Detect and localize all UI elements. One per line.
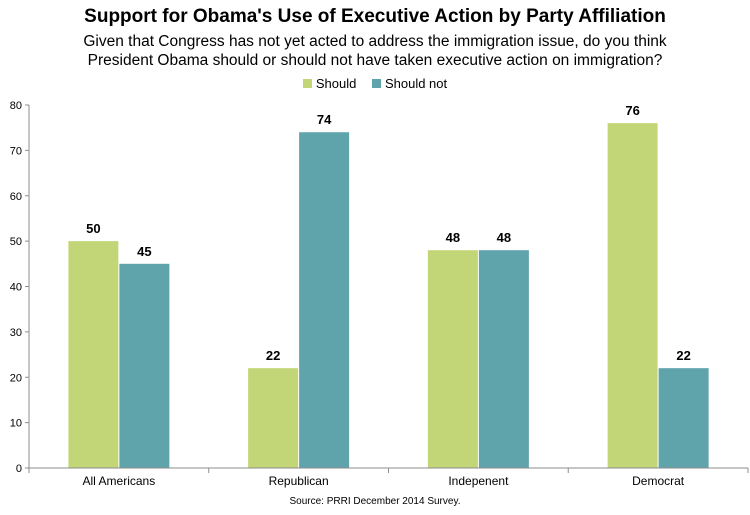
y-tick-label: 80	[10, 100, 22, 112]
bar-should-not	[119, 263, 170, 468]
y-tick-label: 40	[10, 282, 22, 294]
x-category-label: Indepenent	[448, 474, 509, 488]
y-tick-label: 50	[10, 236, 22, 248]
data-label-should-not: 22	[676, 348, 690, 363]
x-category-label: Democrat	[632, 474, 685, 488]
bar-should-not	[478, 250, 529, 468]
legend-swatch-should-not	[371, 79, 381, 88]
legend-item-should: Should	[302, 76, 357, 91]
legend-swatch-should	[302, 79, 312, 88]
data-label-should: 48	[446, 230, 460, 245]
chart-subtitle: Given that Congress has not yet acted to…	[0, 32, 750, 70]
x-category-label: Republican	[269, 474, 329, 488]
data-label-should-not: 74	[317, 112, 332, 127]
bar-should	[427, 250, 478, 468]
data-label-should: 50	[86, 221, 100, 236]
y-tick-label: 70	[10, 145, 22, 157]
data-label-should: 76	[625, 103, 639, 118]
bar-should-not	[299, 132, 350, 468]
bar-should-not	[658, 368, 709, 468]
source-note: Source: PRRI December 2014 Survey.	[289, 496, 461, 507]
chart-legend: Should Should not	[0, 76, 750, 91]
chart-subtitle-line-1: Given that Congress has not yet acted to…	[83, 33, 667, 50]
legend-item-should-not: Should not	[371, 76, 448, 91]
chart-title: Support for Obama's Use of Executive Act…	[84, 6, 666, 27]
y-tick-label: 10	[10, 418, 22, 430]
data-label-should-not: 48	[497, 230, 511, 245]
chart-subtitle-line-2: President Obama should or should not hav…	[87, 52, 663, 69]
data-label-should: 22	[266, 348, 280, 363]
x-category-label: All Americans	[83, 474, 156, 488]
bar-should	[248, 368, 299, 468]
data-label-should-not: 45	[137, 244, 151, 259]
legend-label-should: Should	[315, 76, 357, 91]
bar-should	[607, 123, 658, 469]
y-tick-label: 0	[16, 463, 22, 475]
legend-label-should-not: Should not	[384, 76, 448, 91]
y-tick-label: 60	[10, 191, 22, 203]
y-tick-label: 30	[10, 327, 22, 339]
bar-should	[68, 241, 119, 468]
y-tick-label: 20	[10, 372, 22, 384]
